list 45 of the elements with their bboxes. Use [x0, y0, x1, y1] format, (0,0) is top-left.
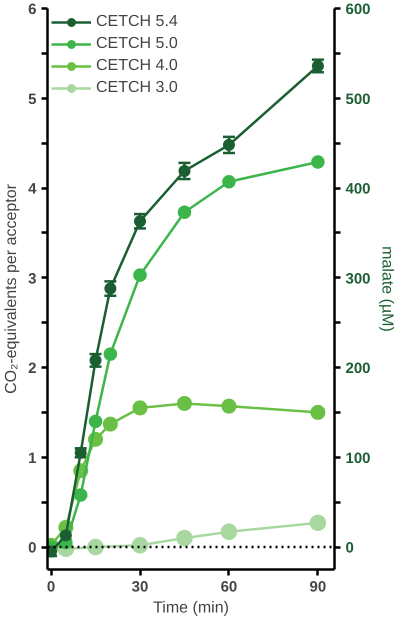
y2-tick-label: 500 — [346, 90, 371, 108]
point — [222, 175, 236, 188]
x-axis-title: Time (min) — [153, 600, 229, 616]
y-tick-label: 4 — [28, 180, 38, 198]
point — [178, 164, 190, 177]
legend-label: CETCH 5.0 — [96, 35, 178, 53]
point — [311, 155, 325, 169]
legend-label: CETCH 5.4 — [96, 13, 178, 31]
y-tick-label: 1 — [28, 450, 36, 467]
y-tick-label: 3 — [28, 270, 36, 288]
x-tick-label: 0 — [46, 578, 56, 596]
y2-tick-label: 400 — [346, 180, 371, 198]
point — [176, 530, 193, 546]
point — [220, 524, 238, 540]
point — [310, 404, 326, 420]
y-tick-label: 5 — [28, 90, 36, 108]
point — [310, 514, 326, 532]
y-tick-label: 6 — [28, 1, 36, 18]
point — [132, 400, 148, 416]
y2-tick-label: 200 — [346, 360, 371, 378]
x-tick-label: 60 — [220, 578, 238, 596]
point — [176, 396, 192, 411]
point — [104, 347, 118, 361]
point — [102, 416, 118, 432]
y2-tick-label: 0 — [346, 540, 354, 557]
x-tick-label: 30 — [132, 578, 148, 596]
y2-tick-label: 100 — [346, 450, 371, 467]
point — [132, 537, 148, 554]
y2-axis-title: malate (µM) — [378, 246, 396, 332]
point — [74, 488, 88, 502]
y-tick-label: 0 — [28, 540, 36, 557]
point — [87, 538, 104, 556]
y-axis-title: CO₂-equivalents per acceptor — [3, 183, 20, 394]
y2-tick-label: 600 — [346, 1, 371, 18]
x-tick-label: 90 — [310, 578, 326, 596]
point — [133, 268, 147, 282]
point — [221, 398, 236, 414]
legend-label: CETCH 4.0 — [96, 57, 178, 75]
y2-tick-label: 300 — [346, 270, 371, 288]
legend-label: CETCH 3.0 — [96, 79, 178, 97]
y-tick-label: 2 — [28, 360, 36, 378]
point — [60, 529, 72, 542]
point — [222, 138, 235, 151]
point — [88, 414, 102, 428]
point — [178, 206, 192, 219]
